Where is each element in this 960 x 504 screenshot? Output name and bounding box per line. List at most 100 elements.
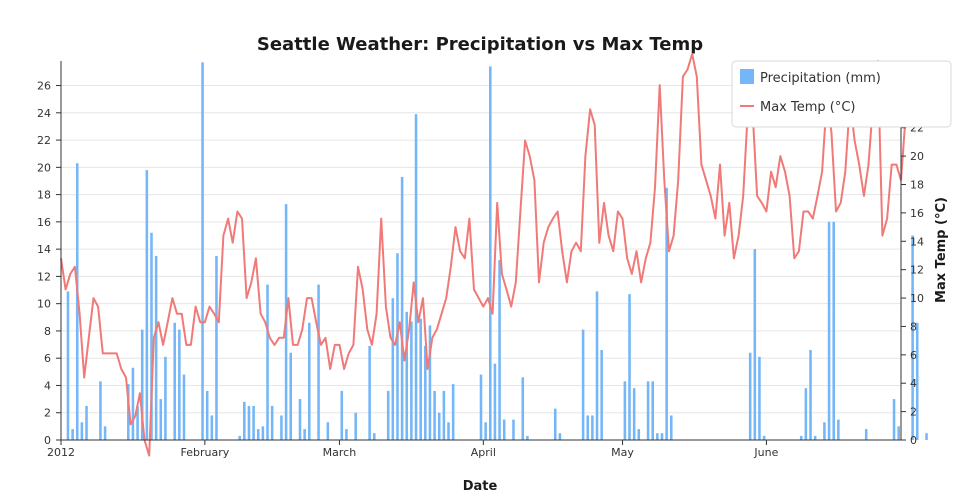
precipitation-bar[interactable] — [266, 284, 269, 440]
precipitation-bar[interactable] — [178, 329, 181, 440]
max-temp-series-line[interactable] — [60, 52, 907, 457]
precipitation-bar[interactable] — [164, 356, 167, 440]
precipitation-bar[interactable] — [428, 325, 432, 440]
precipitation-bar[interactable] — [405, 311, 409, 440]
precipitation-bar[interactable] — [670, 415, 673, 440]
precipitation-bar[interactable] — [911, 235, 914, 440]
precipitation-bar[interactable] — [595, 291, 599, 440]
precipitation-bar[interactable] — [414, 114, 418, 440]
precipitation-bar[interactable] — [238, 435, 241, 440]
precipitation-bar[interactable] — [354, 412, 357, 440]
precipitation-bar[interactable] — [173, 322, 176, 440]
precipitation-bar[interactable] — [326, 422, 330, 440]
precipitation-bar[interactable] — [623, 381, 627, 440]
precipitation-bar[interactable] — [799, 435, 803, 440]
precipitation-bar[interactable] — [410, 321, 413, 440]
precipitation-bar[interactable] — [182, 374, 186, 440]
precipitation-bar[interactable] — [66, 291, 70, 440]
precipitation-bar[interactable] — [925, 433, 928, 440]
precipitation-bar[interactable] — [502, 419, 506, 440]
precipitation-bar[interactable] — [391, 298, 395, 440]
precipitation-bar[interactable] — [526, 435, 529, 440]
precipitation-bar[interactable] — [252, 405, 255, 440]
precipitation-bar[interactable] — [558, 433, 562, 440]
precipitation-bar[interactable] — [581, 329, 585, 440]
precipitation-bar[interactable] — [99, 381, 102, 440]
precipitation-bar[interactable] — [131, 367, 135, 440]
precipitation-bar[interactable] — [656, 433, 659, 440]
precipitation-bar[interactable] — [215, 255, 218, 440]
precipitation-bar[interactable] — [289, 352, 292, 440]
precipitation-bar[interactable] — [451, 384, 455, 440]
precipitation-bar[interactable] — [386, 390, 390, 440]
precipitation-bar[interactable] — [303, 429, 306, 440]
precipitation-bar[interactable] — [915, 322, 919, 440]
precipitation-bar[interactable] — [632, 388, 636, 440]
legend[interactable]: Precipitation (mm) Max Temp (°C) — [731, 60, 952, 128]
precipitation-bar[interactable] — [447, 422, 450, 440]
precipitation-bar[interactable] — [140, 329, 144, 440]
precipitation-bar[interactable] — [628, 294, 631, 440]
precipitation-bar[interactable] — [256, 429, 260, 440]
precipitation-bar[interactable] — [85, 405, 88, 440]
precipitation-bar[interactable] — [823, 422, 826, 440]
precipitation-bar[interactable] — [419, 318, 422, 440]
precipitation-bar[interactable] — [660, 433, 664, 440]
precipitation-bar[interactable] — [748, 352, 752, 440]
precipitation-bar[interactable] — [646, 381, 650, 440]
precipitation-bar[interactable] — [400, 176, 404, 441]
precipitation-bar[interactable] — [586, 415, 590, 440]
precipitation-bar[interactable] — [837, 419, 840, 440]
precipitation-bar[interactable] — [591, 415, 594, 440]
precipitation-bar[interactable] — [243, 401, 246, 440]
precipitation-bar[interactable] — [210, 415, 214, 440]
precipitation-bar[interactable] — [154, 255, 158, 440]
precipitation-bar[interactable] — [521, 377, 525, 440]
precipitation-bar[interactable] — [280, 415, 283, 440]
precipitation-bar[interactable] — [493, 363, 497, 440]
precipitation-bar[interactable] — [127, 384, 130, 440]
precipitation-bar[interactable] — [340, 390, 344, 440]
precipitation-bar[interactable] — [103, 426, 107, 440]
precipitation-bar[interactable] — [651, 381, 654, 440]
precipitation-bar[interactable] — [433, 390, 436, 440]
precipitation-bar[interactable] — [372, 433, 376, 440]
precipitation-bar[interactable] — [270, 405, 274, 440]
precipitation-bar[interactable] — [261, 426, 265, 440]
precipitation-bar[interactable] — [205, 390, 209, 440]
precipitation-bar[interactable] — [813, 435, 817, 440]
legend-precipitation-label[interactable]: Precipitation (mm) — [760, 71, 881, 86]
precipitation-bar[interactable] — [897, 426, 900, 440]
precipitation-bar[interactable] — [424, 345, 427, 440]
precipitation-bar[interactable] — [247, 405, 251, 440]
precipitation-bar[interactable] — [442, 390, 446, 440]
precipitation-bar[interactable] — [827, 221, 831, 440]
precipitation-bar[interactable] — [892, 399, 896, 440]
precipitation-bar[interactable] — [75, 163, 79, 440]
precipitation-bar[interactable] — [368, 345, 371, 440]
precipitation-bar[interactable] — [762, 435, 766, 440]
precipitation-bar[interactable] — [479, 374, 483, 440]
precipitation-bar[interactable] — [71, 429, 74, 440]
precipitation-bar[interactable] — [437, 412, 441, 440]
precipitation-bar[interactable] — [553, 408, 557, 440]
precipitation-bar[interactable] — [832, 221, 835, 440]
precipitation-bar[interactable] — [864, 429, 868, 440]
precipitation-bar[interactable] — [80, 422, 84, 440]
precipitation-bar[interactable] — [498, 260, 501, 440]
precipitation-bar[interactable] — [345, 429, 348, 440]
precipitation-bar[interactable] — [308, 322, 311, 440]
precipitation-bar[interactable] — [484, 422, 487, 440]
precipitation-bar[interactable] — [317, 284, 320, 440]
precipitation-bar[interactable] — [637, 429, 641, 440]
precipitation-bar[interactable] — [201, 62, 204, 440]
precipitation-bar[interactable] — [150, 232, 153, 440]
precipitation-bar[interactable] — [136, 405, 139, 440]
precipitation-bar[interactable] — [159, 399, 163, 440]
precipitation-bar[interactable] — [298, 399, 302, 440]
precipitation-bar[interactable] — [804, 388, 808, 440]
precipitation-bar[interactable] — [145, 170, 149, 440]
precipitation-bar[interactable] — [665, 187, 668, 440]
precipitation-bar[interactable] — [396, 253, 399, 440]
precipitation-bar[interactable] — [512, 419, 515, 440]
